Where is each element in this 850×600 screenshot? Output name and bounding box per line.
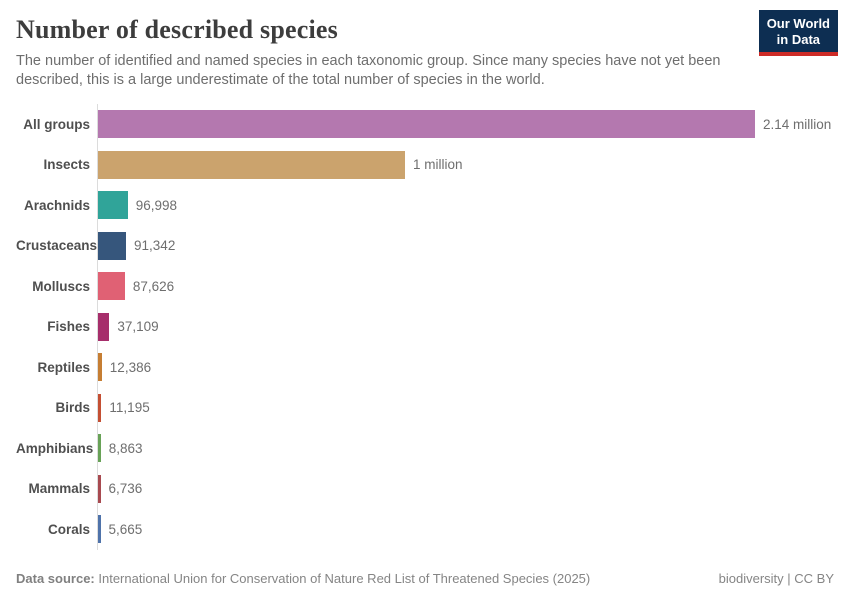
bar-track: 11,195 [98,393,834,422]
bar-row: All groups 2.14 million [16,104,834,145]
category-label: Insects [43,157,90,173]
value-label: 1 million [413,157,463,173]
category-label: Reptiles [37,359,90,375]
bar[interactable] [98,150,405,179]
bar-track: 6,736 [98,474,834,503]
owid-logo-line1: Our World [766,16,830,31]
chart-title: Number of described species [16,15,338,44]
data-source-label: Data source: [16,571,95,586]
bar[interactable] [98,231,127,260]
data-source-text: International Union for Conservation of … [94,571,591,586]
bar-track: 1 million [98,150,834,179]
bar[interactable] [98,353,102,382]
bar-row: Birds 11,195 [16,388,834,429]
value-label: 12,386 [109,359,152,375]
category-label: All groups [23,116,90,132]
value-label: 37,109 [117,319,159,335]
value-label: 6,736 [108,481,143,497]
value-label: 8,863 [108,440,143,456]
bar-row: Amphibians 8,863 [16,428,834,469]
bar-row: Crustaceans 91,342 [16,226,834,267]
bar-chart: All groups 2.14 million Insects 1 million Ar… [16,104,834,550]
bar-track: 91,342 [98,231,834,260]
category-label: Fishes [47,319,90,335]
bar-track: 87,626 [98,272,834,301]
bar-row: Arachnids 96,998 [16,185,834,226]
bar[interactable] [98,474,101,503]
owid-logo[interactable]: Our World in Data [758,10,838,56]
bar[interactable] [98,110,755,139]
category-label: Birds [55,400,90,416]
chart-header: Number of described species The number o… [0,0,850,90]
y-axis-line [97,104,98,550]
bar-track: 5,665 [98,515,834,544]
bar-row: Molluscs 87,626 [16,266,834,307]
bar-track: 96,998 [98,191,834,220]
value-label: 11,195 [109,400,150,416]
value-label: 91,342 [134,238,176,254]
chart-footer: Data source: International Union for Con… [16,571,834,586]
bar-track: 37,109 [98,312,834,341]
value-label: 87,626 [132,278,175,294]
bar[interactable] [98,434,101,463]
bar[interactable] [98,515,101,544]
bar-track: 8,863 [98,434,834,463]
bar[interactable] [98,393,102,422]
bar[interactable] [98,312,110,341]
value-label: 96,998 [135,197,178,213]
category-label: Corals [47,521,90,537]
value-label: 2.14 million [763,116,832,132]
bar-row: Reptiles 12,386 [16,347,834,388]
category-label: Molluscs [32,278,90,294]
owid-logo-line2: in Data [776,32,821,47]
data-source: Data source: International Union for Con… [16,571,590,586]
bar-track: 2.14 million [98,110,834,139]
chart-subtitle: The number of identified and named speci… [16,53,721,88]
bar-row: Fishes 37,109 [16,307,834,348]
bars-container: All groups 2.14 million Insects 1 million Ar… [16,104,834,550]
value-label: 5,665 [108,521,143,537]
credit-license-link[interactable]: biodiversity | CC BY [718,571,834,586]
bar-row: Mammals 6,736 [16,469,834,510]
bar-row: Corals 5,665 [16,509,834,550]
category-label: Mammals [28,481,90,497]
bar[interactable] [98,272,125,301]
bar-track: 12,386 [98,353,834,382]
bar-row: Insects 1 million [16,145,834,186]
category-label: Crustaceans [16,238,98,254]
category-label: Amphibians [16,440,94,456]
category-label: Arachnids [23,197,90,213]
bar[interactable] [98,191,128,220]
